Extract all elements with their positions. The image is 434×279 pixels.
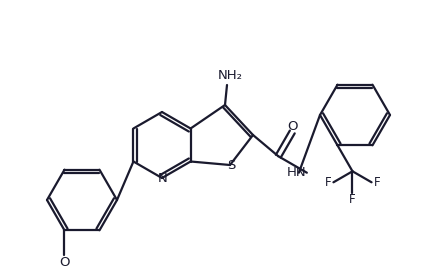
Text: S: S <box>226 158 235 172</box>
Text: N: N <box>158 172 168 186</box>
Text: O: O <box>286 121 297 133</box>
Text: F: F <box>324 176 331 189</box>
Text: O: O <box>59 256 69 269</box>
Text: HN: HN <box>286 166 306 179</box>
Text: NH₂: NH₂ <box>217 69 242 81</box>
Text: F: F <box>349 193 355 206</box>
Text: F: F <box>373 176 380 189</box>
